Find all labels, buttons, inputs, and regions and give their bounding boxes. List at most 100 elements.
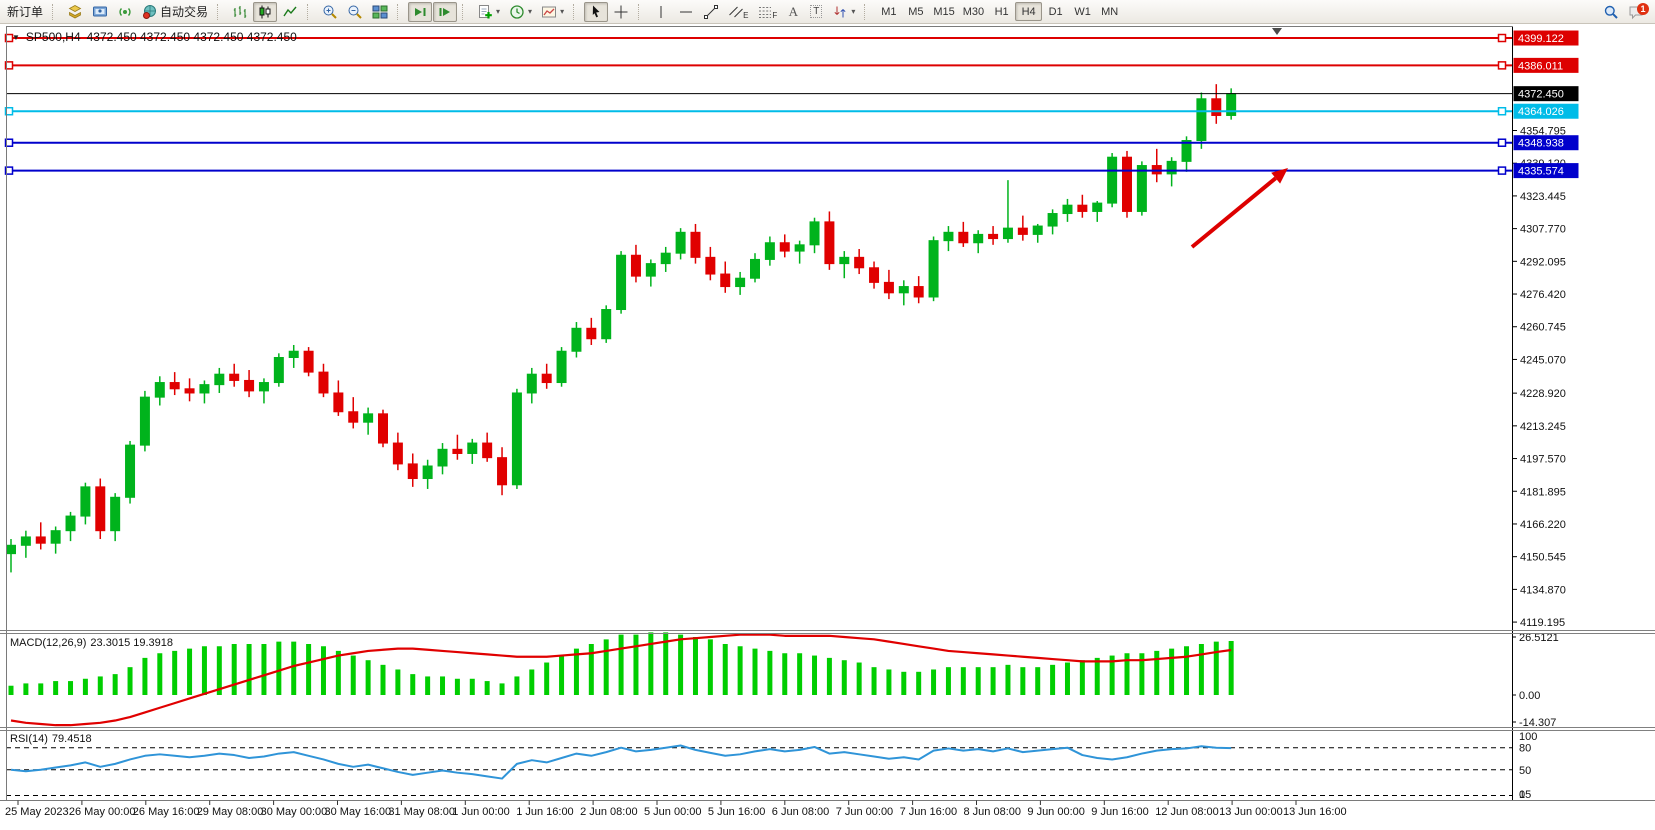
- timeframe-d1-button[interactable]: D1: [1042, 2, 1069, 21]
- line-handle[interactable]: [1497, 61, 1507, 70]
- price-tick-label: 4276.420: [1520, 289, 1566, 301]
- candle: [705, 256, 716, 275]
- trendline-button[interactable]: [699, 2, 723, 22]
- channel-button[interactable]: E: [724, 2, 752, 22]
- candle: [779, 242, 790, 252]
- signals-button[interactable]: [113, 2, 137, 22]
- candle: [199, 384, 210, 394]
- chart-shift-button[interactable]: [433, 1, 458, 22]
- indicators-button[interactable]: ▾: [473, 2, 504, 22]
- periods-button[interactable]: ▾: [505, 2, 536, 22]
- candle: [839, 256, 850, 265]
- chart-shift-marker[interactable]: [1272, 28, 1282, 35]
- signals-icon: [119, 7, 131, 16]
- current-price-badge: [1513, 86, 1579, 102]
- new-order-button[interactable]: 新订单: [3, 2, 47, 22]
- price-badge-label: 4348.938: [1518, 138, 1564, 150]
- vertical-line-button[interactable]: [649, 2, 673, 22]
- candle: [437, 448, 448, 467]
- channel-letter: E: [743, 10, 749, 20]
- candle: [1107, 156, 1118, 204]
- notifications-button[interactable]: 1: [1624, 2, 1649, 22]
- charts-stack-button[interactable]: [63, 2, 87, 22]
- horizontal-line-button[interactable]: [674, 2, 698, 22]
- line-chart-icon: [283, 6, 297, 16]
- timeframe-h4-button[interactable]: H4: [1015, 2, 1043, 21]
- zoom-out-button[interactable]: [343, 2, 367, 22]
- auto-trading-button[interactable]: 自动交易: [138, 2, 212, 22]
- line-handle[interactable]: [1497, 138, 1507, 147]
- line-handle[interactable]: [4, 166, 14, 175]
- crosshair-button[interactable]: [609, 2, 633, 22]
- rsi-value: 79.4518: [51, 733, 92, 745]
- price-badge-label: 4335.574: [1518, 166, 1564, 178]
- candle: [184, 388, 195, 394]
- new-order-label: 新订单: [7, 5, 44, 19]
- line-handle[interactable]: [4, 33, 14, 43]
- timeframe-m15-button[interactable]: M15: [929, 2, 958, 21]
- candle: [1196, 98, 1207, 142]
- line-handle[interactable]: [1497, 166, 1507, 175]
- candlestick-chart-button[interactable]: [253, 1, 278, 22]
- candle: [660, 252, 671, 265]
- timeframe-h1-button[interactable]: H1: [988, 2, 1015, 21]
- tile-windows-button[interactable]: [368, 2, 392, 22]
- candle: [645, 263, 656, 277]
- line-handle[interactable]: [1497, 33, 1507, 43]
- candle: [422, 465, 433, 480]
- candle: [764, 242, 775, 260]
- arrows-button[interactable]: ▾: [828, 2, 859, 22]
- time-axis-label: 1 Jun 16:00: [516, 806, 574, 818]
- annotation-arrow[interactable]: [1190, 176, 1277, 249]
- cursor-button[interactable]: [584, 1, 609, 22]
- price-tick-label: 4260.745: [1520, 322, 1566, 334]
- candle: [601, 309, 612, 340]
- timeframe-m1-button[interactable]: M1: [875, 2, 902, 21]
- price-badge: [1513, 135, 1579, 151]
- auto-scroll-button[interactable]: [408, 1, 433, 22]
- timeframe-m30-button[interactable]: M30: [959, 2, 988, 21]
- price-tick-label: 4292.095: [1520, 256, 1566, 268]
- price-badge-label: 4399.122: [1518, 33, 1564, 45]
- price-badge: [1513, 163, 1579, 179]
- line-handle[interactable]: [4, 106, 14, 116]
- timeframe-w1-button[interactable]: W1: [1069, 2, 1096, 21]
- fibonacci-button[interactable]: F: [753, 2, 781, 22]
- candle: [630, 254, 641, 277]
- rsi-scale-label: 50: [1519, 765, 1531, 777]
- toolbar-grip: [573, 3, 580, 20]
- line-handle[interactable]: [4, 138, 14, 147]
- timeframe-m5-button[interactable]: M5: [902, 2, 929, 21]
- toolbar-grip: [638, 3, 645, 20]
- line-handle[interactable]: [1497, 106, 1507, 116]
- line-handle[interactable]: [4, 61, 14, 70]
- toolbar-grip: [864, 3, 871, 20]
- time-axis-label: 9 Jun 00:00: [1027, 806, 1085, 818]
- time-axis-label: 6 Jun 08:00: [772, 806, 830, 818]
- terminal-button[interactable]: [88, 2, 112, 22]
- candle: [958, 231, 969, 244]
- zoom-in-button[interactable]: [318, 2, 342, 22]
- line-chart-button[interactable]: [278, 2, 302, 22]
- candle: [214, 373, 225, 386]
- chart-symbol-period: SP500,H4: [25, 30, 81, 44]
- candle: [526, 373, 537, 394]
- timeframe-mn-button[interactable]: MN: [1096, 2, 1123, 21]
- templates-button[interactable]: ▾: [537, 2, 568, 22]
- price-tick-label: 4307.770: [1520, 224, 1566, 236]
- text-label-button[interactable]: T: [805, 2, 827, 22]
- one-click-trading-arrow[interactable]: ▼: [12, 32, 20, 42]
- bar-chart-button[interactable]: [228, 2, 252, 22]
- text-button[interactable]: A: [782, 2, 804, 22]
- search-button[interactable]: [1599, 2, 1623, 22]
- candle: [452, 448, 463, 454]
- candle: [720, 273, 731, 288]
- toolbar-grip: [307, 3, 314, 20]
- bar-chart-icon: [233, 5, 247, 18]
- time-axis-label: 5 Jun 16:00: [708, 806, 766, 818]
- macd-scale-label: 0.00: [1519, 690, 1540, 702]
- chart-ohlc: 4372.450 4372.450 4372.450 4372.450: [86, 30, 297, 44]
- auto-scroll-icon: [415, 7, 426, 16]
- chart-title: ▼ SP500,H4 4372.450 4372.450 4372.450 43…: [12, 30, 297, 44]
- annotation-arrow-head[interactable]: [1271, 168, 1288, 184]
